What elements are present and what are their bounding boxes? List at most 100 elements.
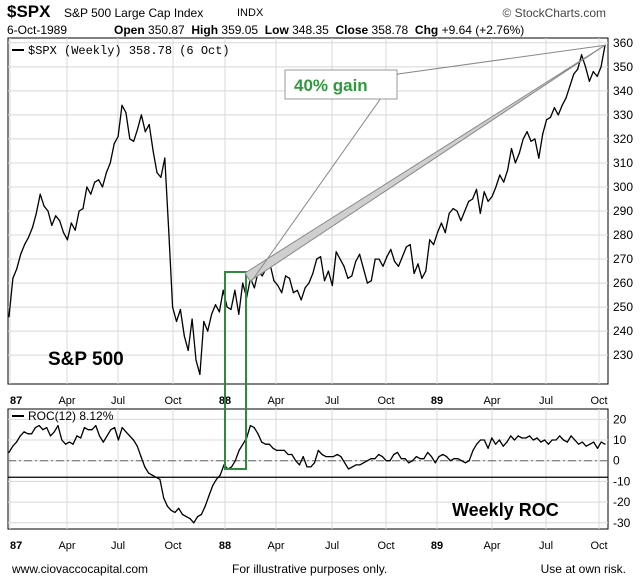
spx-price-line-point <box>569 85 571 87</box>
spx-price-line-point <box>538 157 540 159</box>
roc-line-point <box>340 456 342 458</box>
roc-line-point <box>487 447 489 449</box>
roc-line-point <box>68 441 70 443</box>
spx-price-line-point <box>300 299 302 301</box>
roc-line-point <box>404 458 406 460</box>
high-label: High <box>191 23 219 37</box>
roc-line-point <box>57 425 59 427</box>
roc-line-point <box>189 518 191 520</box>
spx-price-line-point <box>507 169 509 171</box>
brand-label: © StockCharts.com <box>502 6 606 20</box>
roc-line-point <box>280 449 282 451</box>
spx-price-line-point <box>148 123 150 126</box>
roc-line-point <box>200 513 202 516</box>
roc-line-point <box>148 472 150 474</box>
x-tick-label-roc: Apr <box>483 540 500 552</box>
plot-frame-roc <box>7 408 609 530</box>
quote-date: 6-Oct-1989 <box>7 23 68 37</box>
spx-price-line-point <box>164 157 166 159</box>
roc-line-point <box>125 431 127 433</box>
roc-line-point <box>566 441 568 443</box>
roc-line-point <box>102 441 104 443</box>
spx-price-line-point <box>479 212 481 214</box>
spx-price-line-point <box>133 140 135 142</box>
roc-line-point <box>72 443 74 445</box>
y-tick-label-price: 240 <box>613 324 633 338</box>
roc-line-point <box>313 462 316 464</box>
roc-line-point <box>419 458 421 460</box>
spx-price-line-point <box>121 104 123 106</box>
roc-line-point <box>476 443 478 445</box>
roc-line-point <box>42 429 44 431</box>
roc-line-point <box>306 466 308 468</box>
spx-price-line-point <box>273 280 275 282</box>
spx-price-line-point <box>366 282 368 284</box>
x-tick-label-price: Apr <box>267 395 284 407</box>
spx-price-line-point <box>584 66 587 68</box>
roc-line-point <box>321 453 323 456</box>
spx-price-line-point <box>8 316 10 318</box>
y-tick-label-price: 340 <box>613 84 633 98</box>
spx-price-line-point <box>339 258 341 260</box>
spx-price-line-point <box>316 258 318 260</box>
spx-price-line-point <box>281 292 283 294</box>
spx-price-line-point <box>144 131 146 133</box>
spx-price-line-point <box>460 220 462 222</box>
exchange: INDX <box>237 7 264 19</box>
roc-line-point <box>253 427 255 429</box>
callout-box <box>284 69 398 100</box>
symbol: $SPX <box>7 2 51 21</box>
roc-line-point <box>110 429 112 431</box>
roc-line-point <box>438 456 440 458</box>
roc-line-point <box>393 453 395 456</box>
spx-price-line-point <box>468 200 470 202</box>
roc-line-point <box>585 445 587 447</box>
spx-price-line-point <box>534 138 536 140</box>
roc-line-point <box>468 460 470 462</box>
spx-price-line-point <box>405 246 407 248</box>
spx-price-line-point <box>129 138 131 140</box>
roc-line-point <box>23 431 25 433</box>
roc-line-point <box>185 516 187 518</box>
roc-line-point <box>151 474 153 476</box>
roc-line-point <box>442 453 444 456</box>
spx-price-line-point <box>522 138 524 140</box>
spx-price-line-point <box>51 224 53 226</box>
spx-price-line-point <box>374 258 376 260</box>
spx-price-line-point <box>109 162 111 164</box>
roc-line-point <box>529 435 531 437</box>
spx-price-line-point <box>140 114 142 116</box>
y-tick-label-roc: 0 <box>613 454 620 468</box>
roc-line-point <box>555 439 557 441</box>
roc-line-point <box>593 441 595 443</box>
roc-line-point <box>385 460 387 462</box>
roc-line-point <box>49 435 52 437</box>
roc-line-point <box>400 458 402 460</box>
spx-price-line-point <box>160 176 162 178</box>
spx-price-line-point <box>386 256 388 258</box>
y-tick-label-roc: -30 <box>613 516 631 530</box>
spx-price-line-point <box>105 172 107 174</box>
spx-price-line-point <box>464 210 466 212</box>
roc-panel: 20 10 0 -10 -20 -30 87 Apr Jul Oct 88 Apr Jul Oct 89 Ap… <box>7 408 631 552</box>
close-label: Close <box>335 23 369 37</box>
spx-price-line-point <box>561 104 563 106</box>
roc-line-point <box>268 443 270 445</box>
spx-price-line-point <box>335 251 337 253</box>
spx-price-line-point <box>600 66 602 68</box>
roc-line-point <box>212 485 214 487</box>
x-tick-label-roc: Apr <box>58 540 75 552</box>
close-value: 358.78 <box>371 23 409 37</box>
x-tick-label-roc: 88 <box>219 540 231 552</box>
roc-line-point <box>344 462 346 464</box>
roc-line-point <box>106 435 108 437</box>
spx-price-line-point <box>203 320 205 323</box>
spx-price-line-point <box>581 54 583 56</box>
roc-line-point <box>332 456 334 458</box>
spx-price-line-point <box>503 181 505 183</box>
y-tick-label-price: 310 <box>613 156 633 170</box>
roc-line-point <box>95 425 97 427</box>
open-label: Open <box>114 23 145 37</box>
spx-price-line-point <box>553 107 556 109</box>
spx-price-line-point <box>242 282 244 284</box>
